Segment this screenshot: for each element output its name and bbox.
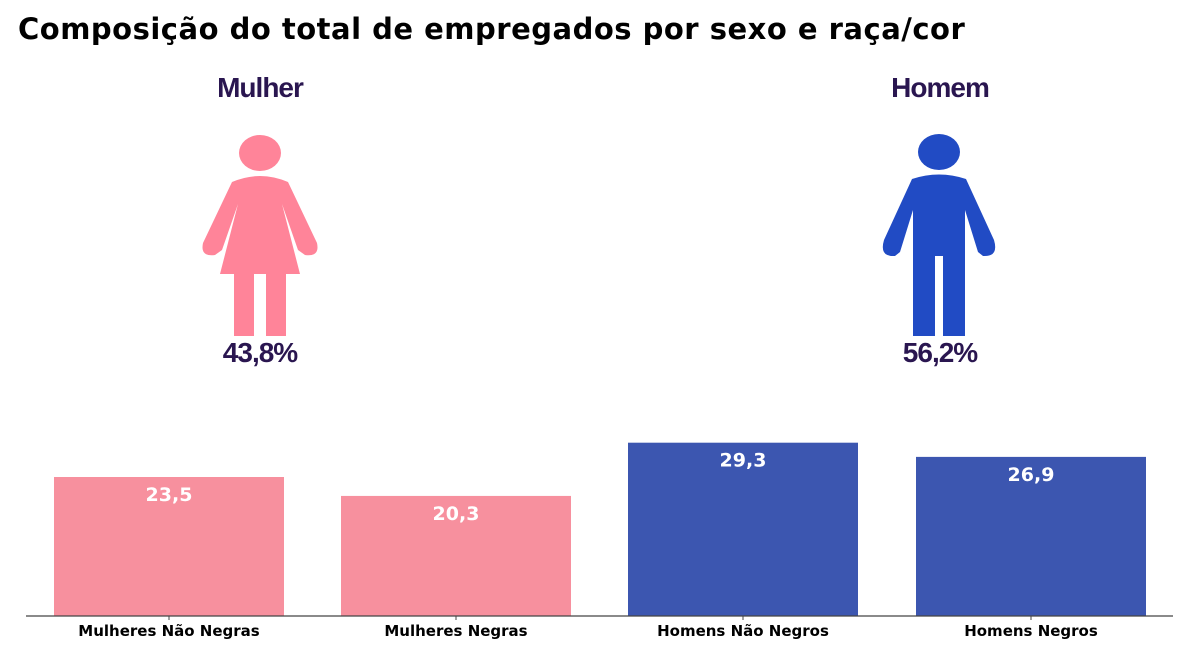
data-label: 23,5	[146, 484, 193, 506]
percent-homem: 56,2%	[902, 337, 978, 368]
percent-mulher: 43,8%	[222, 337, 298, 368]
x-tick-label: Mulheres Não Negras	[78, 622, 260, 640]
man-icon	[882, 134, 996, 336]
data-label: 29,3	[720, 450, 767, 472]
group-label-mulher: Mulher	[217, 72, 304, 103]
bar	[916, 456, 1146, 616]
data-label: 20,3	[433, 503, 480, 525]
chart-title: Composição do total de empregados por se…	[18, 12, 966, 46]
bar	[341, 495, 571, 616]
bar	[628, 442, 858, 616]
x-tick-label: Homens Negros	[964, 622, 1098, 640]
woman-icon	[202, 135, 318, 336]
x-tick-label: Homens Não Negros	[657, 622, 829, 640]
bar	[54, 477, 284, 616]
x-tick-label: Mulheres Negras	[384, 622, 527, 640]
group-label-homem: Homem	[891, 72, 990, 103]
data-label: 26,9	[1008, 464, 1055, 486]
